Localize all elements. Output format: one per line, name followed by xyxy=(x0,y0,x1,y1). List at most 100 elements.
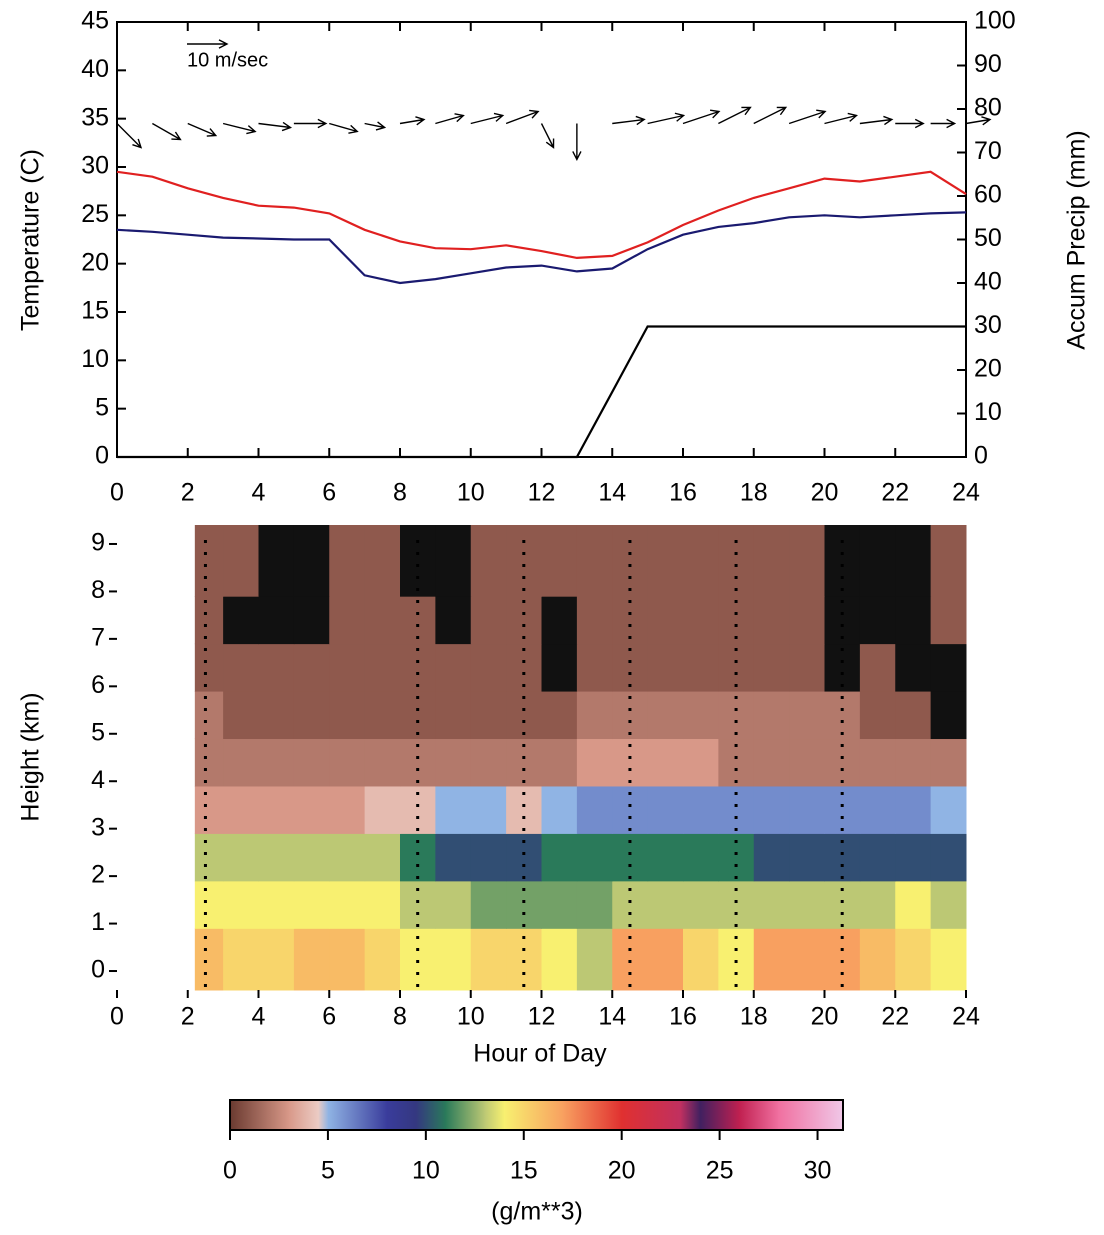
heatmap-cell xyxy=(364,880,401,929)
heatmap-cell xyxy=(718,643,755,692)
x-tick-label: 14 xyxy=(598,479,626,507)
x-tick-label: 24 xyxy=(952,1003,980,1031)
heatmap-cell xyxy=(364,596,401,645)
wind-vector xyxy=(718,106,752,125)
heatmap-cell xyxy=(258,880,295,929)
heatmap-cell xyxy=(470,833,507,882)
heatmap-cell xyxy=(541,928,578,991)
heatmap-cell xyxy=(258,785,295,834)
heatmap-cell xyxy=(789,525,825,597)
y-tick-label: 40 xyxy=(81,55,109,83)
data-line xyxy=(117,325,966,459)
heatmap-cell xyxy=(435,785,472,834)
heatmap-cell xyxy=(753,880,790,929)
heatmap-cell xyxy=(364,833,401,882)
wind-vector xyxy=(682,109,721,125)
heatmap-cell xyxy=(930,596,967,645)
missing-cell xyxy=(859,525,896,597)
heatmap-cell xyxy=(435,880,472,929)
heatmap-cell xyxy=(194,785,224,834)
colorbar-segment xyxy=(739,1100,779,1130)
heatmap-cell xyxy=(683,738,719,787)
y2-tick-label: 20 xyxy=(974,355,1002,383)
heatmap-cell xyxy=(541,880,578,929)
missing-cell xyxy=(930,643,967,692)
heatmap-cell xyxy=(329,691,366,740)
wind-vector xyxy=(895,118,925,129)
colorbar-tick-label: 15 xyxy=(510,1157,538,1185)
missing-cell xyxy=(400,525,436,597)
y-tick-label: 20 xyxy=(81,248,109,276)
x-tick-label: 22 xyxy=(881,1003,909,1031)
y-tick-label: 35 xyxy=(81,103,109,131)
x-tick-label: 12 xyxy=(528,479,556,507)
wind-vector xyxy=(647,112,686,125)
x-tick-label: 24 xyxy=(952,479,980,507)
heatmap-cell xyxy=(718,691,755,740)
x-tick-label: 14 xyxy=(598,1003,626,1031)
heatmap-cell xyxy=(647,928,684,991)
heatmap-cell xyxy=(930,880,967,929)
heatmap-cell xyxy=(789,691,825,740)
wind-vector xyxy=(824,112,858,125)
heatmap-cell xyxy=(789,643,825,692)
y2-tick-label: 0 xyxy=(974,442,988,470)
y2-tick-label: 40 xyxy=(974,268,1002,296)
heatmap-cell xyxy=(223,643,259,692)
y-tick-label: 9 xyxy=(91,529,105,557)
wind-vector xyxy=(540,123,555,149)
heatmap-cell xyxy=(223,928,259,991)
heatmap-cell xyxy=(329,525,366,597)
heatmap-cell xyxy=(789,833,825,882)
missing-cell xyxy=(930,691,967,740)
heatmap-cell xyxy=(683,833,719,882)
heatmap-cell xyxy=(329,833,366,882)
colorbar-segment xyxy=(700,1100,740,1130)
heatmap-cell xyxy=(506,525,542,597)
y2-tick-label: 60 xyxy=(974,181,1002,209)
heatmap-cell xyxy=(329,643,366,692)
heatmap-cell xyxy=(824,691,861,740)
colorbar-segment xyxy=(386,1100,417,1130)
heatmap-cell xyxy=(194,643,224,692)
y-tick-label: 15 xyxy=(81,297,109,325)
heatmap-cell xyxy=(859,928,896,991)
x-tick-label: 6 xyxy=(322,479,336,507)
heatmap-cell xyxy=(683,691,719,740)
heatmap-cell xyxy=(470,691,507,740)
heatmap-cell xyxy=(930,525,967,597)
y-tick-label: 45 xyxy=(81,7,109,35)
heatmap-cell xyxy=(223,738,259,787)
heatmap-cell xyxy=(576,833,613,882)
heatmap-cell xyxy=(753,596,790,645)
heatmap-cell xyxy=(223,785,259,834)
heatmap-cell xyxy=(435,691,472,740)
y-tick-label: 30 xyxy=(81,152,109,180)
y-tick-label: 0 xyxy=(95,442,109,470)
heatmap-cell xyxy=(930,785,967,834)
heatmap-cell xyxy=(930,833,967,882)
colorbar-tick-label: 25 xyxy=(706,1157,734,1185)
colorbar-segment xyxy=(288,1100,319,1130)
heatmap-cell xyxy=(506,643,542,692)
missing-cell xyxy=(258,596,295,645)
heatmap-cell xyxy=(753,691,790,740)
heatmap-cell xyxy=(647,691,684,740)
y2-tick-label: 10 xyxy=(974,398,1002,426)
x-tick-label: 8 xyxy=(393,1003,407,1031)
heatmap-cell xyxy=(194,928,224,991)
heatmap-cell xyxy=(789,785,825,834)
heatmap-cell xyxy=(612,691,649,740)
heatmap-cell xyxy=(647,643,684,692)
heatmap-cell xyxy=(895,928,932,991)
heatmap-cell xyxy=(258,738,295,787)
y-tick-label: 10 xyxy=(81,345,109,373)
heatmap-cell xyxy=(576,643,613,692)
heatmap-cell xyxy=(194,833,224,882)
wind-vector xyxy=(612,115,646,126)
heatmap-cell xyxy=(293,643,330,692)
heatmap-cell xyxy=(541,833,578,882)
y2-tick-label: 100 xyxy=(974,7,1016,35)
colorbar-tick-label: 10 xyxy=(412,1157,440,1185)
heatmap-cell xyxy=(364,691,401,740)
